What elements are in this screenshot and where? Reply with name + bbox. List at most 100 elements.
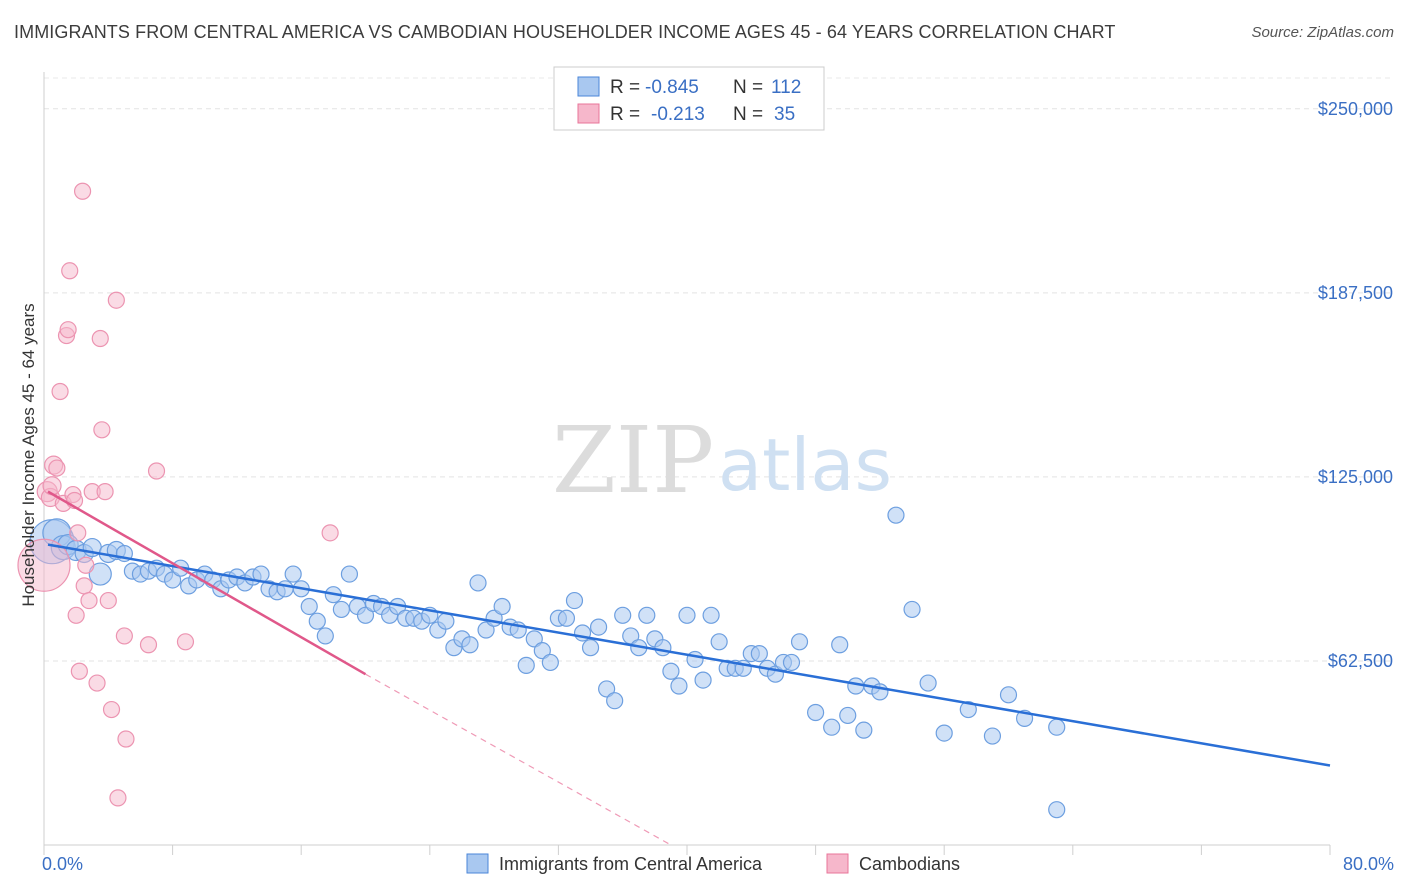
point-central-america: [477, 621, 495, 639]
x-tick-label-min: 0.0%: [42, 854, 83, 874]
y-tick-label: $250,000: [1318, 99, 1393, 119]
bottom-legend-label: Cambodians: [859, 854, 960, 874]
point-cambodian: [109, 789, 127, 807]
point-cambodian: [117, 730, 135, 748]
point-cambodian: [17, 538, 71, 592]
point-central-america: [606, 692, 624, 710]
point-central-america: [517, 656, 535, 674]
point-central-america: [959, 700, 977, 719]
point-central-america: [670, 677, 688, 695]
point-cambodian: [70, 662, 88, 680]
y-tick-label: $125,000: [1318, 467, 1393, 487]
point-cambodian: [48, 459, 66, 477]
bottom-legend-swatch-pink: [826, 853, 849, 874]
point-central-america: [750, 644, 768, 663]
point-central-america: [284, 565, 302, 583]
legend-n-value: 112: [771, 77, 801, 98]
point-central-america: [316, 627, 334, 645]
point-cambodian: [75, 577, 93, 595]
point-cambodian: [321, 524, 339, 542]
bottom-legend: Immigrants from Central America Cambodia…: [466, 853, 960, 874]
bottom-legend-label: Immigrants from Central America: [499, 854, 763, 874]
point-central-america: [469, 574, 487, 592]
legend-box: R = -0.845 N = 112 R = -0.213 N = 35: [553, 66, 825, 131]
point-cambodian: [147, 462, 166, 480]
point-central-america: [300, 597, 318, 616]
point-central-america: [437, 612, 455, 630]
point-central-america: [541, 653, 559, 672]
trendline-central-america: [47, 543, 1331, 767]
legend-r-value: -0.213: [651, 104, 705, 125]
legend-n-value: 35: [774, 104, 795, 125]
point-central-america: [276, 580, 294, 598]
point-central-america: [710, 633, 728, 651]
point-cambodian: [73, 182, 92, 200]
legend-r-value: -0.845: [645, 77, 699, 98]
point-cambodian: [77, 556, 95, 574]
point-central-america: [614, 606, 632, 624]
point-central-america: [806, 703, 825, 722]
point-cambodian: [91, 329, 109, 348]
legend-swatch-pink: [577, 103, 600, 124]
point-central-america: [638, 606, 656, 624]
legend-n-label: N =: [733, 77, 763, 98]
point-central-america: [493, 597, 511, 616]
point-central-america: [694, 671, 712, 689]
watermark-zip: ZIP: [552, 407, 714, 514]
source-credit: Source: ZipAtlas.com: [1251, 24, 1394, 41]
point-central-america: [332, 600, 350, 619]
point-central-america: [356, 606, 375, 624]
point-cambodian: [88, 674, 106, 692]
point-cambodian: [51, 382, 69, 401]
point-cambodian: [61, 262, 79, 280]
point-central-america: [598, 680, 616, 698]
point-central-america: [581, 639, 600, 657]
point-cambodian: [59, 321, 77, 339]
watermark-atlas: atlas: [718, 423, 892, 507]
point-central-america: [589, 618, 608, 636]
legend-r-label: R =: [610, 77, 640, 98]
point-central-america: [340, 565, 359, 583]
point-central-america: [790, 633, 809, 651]
point-central-america: [1048, 801, 1066, 819]
point-central-america: [557, 609, 576, 627]
point-central-america: [935, 724, 953, 742]
point-cambodian: [176, 633, 195, 651]
point-cambodian: [139, 636, 158, 654]
point-cambodian: [102, 700, 121, 719]
point-cambodian: [93, 421, 111, 439]
point-central-america: [983, 727, 1002, 745]
bottom-legend-swatch-blue: [466, 853, 489, 874]
point-central-america: [533, 642, 551, 660]
point-central-america: [525, 630, 543, 648]
point-central-america: [782, 653, 801, 672]
y-axis-title: Householder Income Ages 45 - 64 years: [19, 303, 38, 606]
point-central-america: [88, 562, 112, 586]
point-cambodian: [96, 483, 114, 501]
y-tick-label: $62,500: [1328, 651, 1393, 671]
point-cambodian: [107, 291, 125, 309]
point-cambodian: [99, 591, 117, 610]
chart-title: IMMIGRANTS FROM CENTRAL AMERICA VS CAMBO…: [14, 22, 1116, 42]
point-central-america: [678, 606, 696, 624]
point-cambodian: [67, 606, 85, 624]
point-cambodian: [69, 524, 87, 542]
point-central-america: [831, 636, 849, 654]
legend-n-label: N =: [733, 104, 763, 125]
x-tick-label-max: 80.0%: [1343, 854, 1394, 874]
legend-swatch-blue: [577, 76, 600, 97]
point-central-america: [164, 571, 182, 589]
point-central-america: [1048, 718, 1066, 736]
y-tick-label: $187,500: [1318, 283, 1393, 303]
point-central-america: [919, 674, 937, 692]
point-central-america: [839, 706, 857, 725]
point-central-america: [999, 686, 1018, 704]
point-central-america: [308, 612, 326, 630]
point-central-america: [887, 506, 905, 524]
point-central-america: [565, 591, 584, 610]
point-central-america: [461, 636, 479, 654]
trendline-cambodian-extrapolated: [365, 673, 672, 846]
point-central-america: [702, 606, 720, 624]
point-cambodian: [80, 591, 98, 610]
